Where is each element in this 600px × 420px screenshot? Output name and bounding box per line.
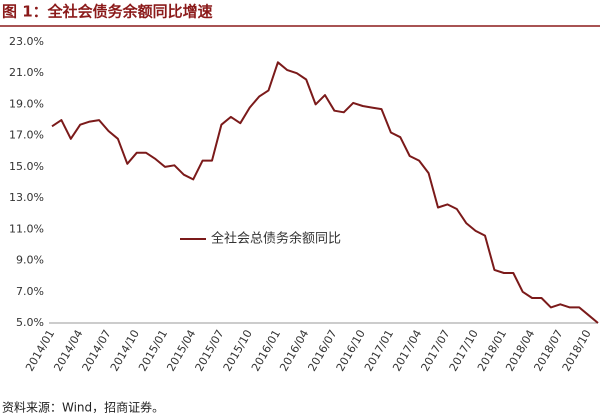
y-tick-label: 19.0% [9, 97, 44, 110]
chart-title: 图 1：全社会债务余额同比增速 [2, 3, 213, 21]
legend-label: 全社会总债务余额同比 [211, 231, 341, 247]
source-note: 资料来源：Wind，招商证券。 [2, 400, 164, 415]
y-tick-label: 9.0% [16, 254, 44, 267]
y-tick-label: 15.0% [9, 160, 44, 173]
series-line [51, 61, 599, 324]
y-tick-label: 21.0% [9, 66, 44, 79]
y-tick-label: 11.0% [9, 222, 44, 235]
y-tick-label: 5.0% [16, 316, 44, 329]
y-tick-label: 13.0% [9, 191, 44, 204]
y-tick-label: 23.0% [9, 35, 44, 48]
y-tick-label: 17.0% [9, 129, 44, 142]
y-tick-label: 7.0% [16, 285, 44, 298]
